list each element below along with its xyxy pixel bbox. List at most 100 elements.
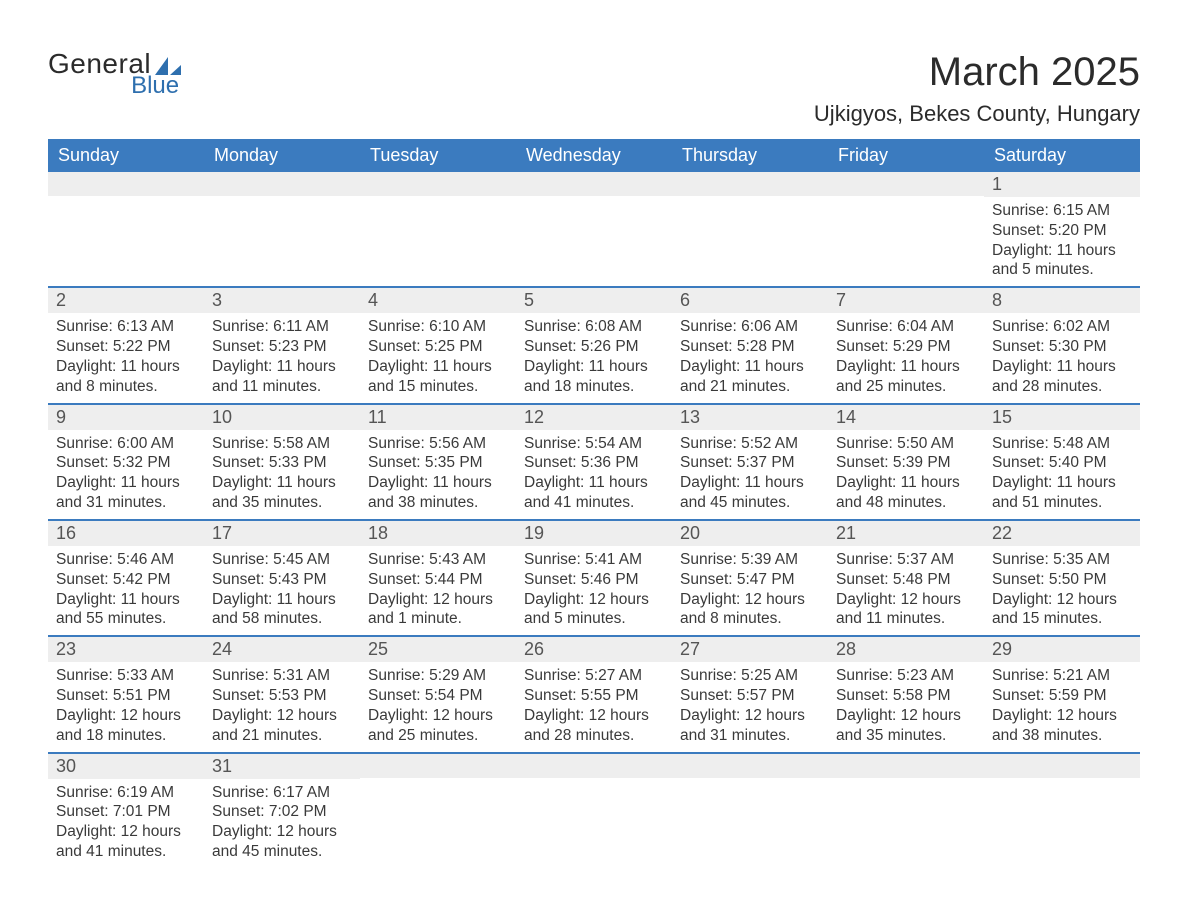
calendar-day-empty (48, 172, 204, 287)
daylight-line: Daylight: 12 hours and 11 minutes. (836, 590, 976, 630)
day-body: Sunrise: 5:23 AMSunset: 5:58 PMDaylight:… (828, 662, 984, 751)
day-number: 3 (204, 288, 360, 313)
daylight-line: Daylight: 12 hours and 31 minutes. (680, 706, 820, 746)
calendar-body: 1Sunrise: 6:15 AMSunset: 5:20 PMDaylight… (48, 172, 1140, 868)
day-number: 11 (360, 405, 516, 430)
daylight-line: Daylight: 11 hours and 55 minutes. (56, 590, 196, 630)
calendar-day-21: 21Sunrise: 5:37 AMSunset: 5:48 PMDayligh… (828, 520, 984, 636)
calendar-day-24: 24Sunrise: 5:31 AMSunset: 5:53 PMDayligh… (204, 636, 360, 752)
sunrise-line: Sunrise: 6:11 AM (212, 317, 352, 337)
day-body: Sunrise: 5:46 AMSunset: 5:42 PMDaylight:… (48, 546, 204, 635)
day-number: 17 (204, 521, 360, 546)
day-number: 24 (204, 637, 360, 662)
calendar-day-27: 27Sunrise: 5:25 AMSunset: 5:57 PMDayligh… (672, 636, 828, 752)
daylight-line: Daylight: 12 hours and 41 minutes. (56, 822, 196, 862)
day-body (828, 196, 984, 266)
daylight-line: Daylight: 11 hours and 15 minutes. (368, 357, 508, 397)
sunrise-line: Sunrise: 6:19 AM (56, 783, 196, 803)
sunrise-line: Sunrise: 5:48 AM (992, 434, 1132, 454)
sunset-line: Sunset: 5:46 PM (524, 570, 664, 590)
day-number: 30 (48, 754, 204, 779)
day-body: Sunrise: 5:25 AMSunset: 5:57 PMDaylight:… (672, 662, 828, 751)
calendar-week: 9Sunrise: 6:00 AMSunset: 5:32 PMDaylight… (48, 404, 1140, 520)
calendar-week: 23Sunrise: 5:33 AMSunset: 5:51 PMDayligh… (48, 636, 1140, 752)
day-body (360, 196, 516, 266)
day-body: Sunrise: 6:10 AMSunset: 5:25 PMDaylight:… (360, 313, 516, 402)
weekday-header: Thursday (672, 139, 828, 172)
day-number (672, 754, 828, 778)
day-body: Sunrise: 5:52 AMSunset: 5:37 PMDaylight:… (672, 430, 828, 519)
calendar-day-19: 19Sunrise: 5:41 AMSunset: 5:46 PMDayligh… (516, 520, 672, 636)
calendar-week: 16Sunrise: 5:46 AMSunset: 5:42 PMDayligh… (48, 520, 1140, 636)
logo: General Blue (48, 50, 181, 98)
day-body: Sunrise: 5:41 AMSunset: 5:46 PMDaylight:… (516, 546, 672, 635)
day-number: 14 (828, 405, 984, 430)
daylight-line: Daylight: 11 hours and 11 minutes. (212, 357, 352, 397)
daylight-line: Daylight: 11 hours and 41 minutes. (524, 473, 664, 513)
day-number: 22 (984, 521, 1140, 546)
daylight-line: Daylight: 12 hours and 35 minutes. (836, 706, 976, 746)
sunrise-line: Sunrise: 6:10 AM (368, 317, 508, 337)
day-body: Sunrise: 5:31 AMSunset: 5:53 PMDaylight:… (204, 662, 360, 751)
sunrise-line: Sunrise: 6:08 AM (524, 317, 664, 337)
calendar-day-18: 18Sunrise: 5:43 AMSunset: 5:44 PMDayligh… (360, 520, 516, 636)
daylight-line: Daylight: 12 hours and 28 minutes. (524, 706, 664, 746)
day-number: 10 (204, 405, 360, 430)
weekday-header: Wednesday (516, 139, 672, 172)
day-number: 13 (672, 405, 828, 430)
sunset-line: Sunset: 5:55 PM (524, 686, 664, 706)
daylight-line: Daylight: 11 hours and 45 minutes. (680, 473, 820, 513)
calendar-day-13: 13Sunrise: 5:52 AMSunset: 5:37 PMDayligh… (672, 404, 828, 520)
day-body: Sunrise: 5:33 AMSunset: 5:51 PMDaylight:… (48, 662, 204, 751)
weekday-header: Tuesday (360, 139, 516, 172)
weekday-header: Sunday (48, 139, 204, 172)
calendar-day-empty (828, 172, 984, 287)
day-number: 16 (48, 521, 204, 546)
day-number: 28 (828, 637, 984, 662)
calendar-day-empty (828, 753, 984, 868)
day-body (204, 196, 360, 266)
daylight-line: Daylight: 11 hours and 48 minutes. (836, 473, 976, 513)
sunset-line: Sunset: 5:42 PM (56, 570, 196, 590)
daylight-line: Daylight: 11 hours and 5 minutes. (992, 241, 1132, 281)
sunrise-line: Sunrise: 5:35 AM (992, 550, 1132, 570)
day-number (984, 754, 1140, 778)
day-number: 25 (360, 637, 516, 662)
day-body: Sunrise: 6:19 AMSunset: 7:01 PMDaylight:… (48, 779, 204, 868)
sunset-line: Sunset: 5:20 PM (992, 221, 1132, 241)
sunrise-line: Sunrise: 5:45 AM (212, 550, 352, 570)
day-body: Sunrise: 6:08 AMSunset: 5:26 PMDaylight:… (516, 313, 672, 402)
day-body: Sunrise: 5:21 AMSunset: 5:59 PMDaylight:… (984, 662, 1140, 751)
calendar-day-2: 2Sunrise: 6:13 AMSunset: 5:22 PMDaylight… (48, 287, 204, 403)
sunset-line: Sunset: 7:01 PM (56, 802, 196, 822)
day-number: 15 (984, 405, 1140, 430)
day-number: 8 (984, 288, 1140, 313)
sunset-line: Sunset: 5:47 PM (680, 570, 820, 590)
weekday-header: Saturday (984, 139, 1140, 172)
header: General Blue March 2025 Ujkigyos, Bekes … (48, 50, 1140, 127)
day-number: 1 (984, 172, 1140, 197)
sunset-line: Sunset: 7:02 PM (212, 802, 352, 822)
calendar-day-empty (516, 172, 672, 287)
sunrise-line: Sunrise: 5:43 AM (368, 550, 508, 570)
daylight-line: Daylight: 12 hours and 15 minutes. (992, 590, 1132, 630)
day-number: 4 (360, 288, 516, 313)
day-number: 7 (828, 288, 984, 313)
day-number (360, 172, 516, 196)
day-body: Sunrise: 6:06 AMSunset: 5:28 PMDaylight:… (672, 313, 828, 402)
day-body: Sunrise: 5:43 AMSunset: 5:44 PMDaylight:… (360, 546, 516, 635)
sunrise-line: Sunrise: 6:04 AM (836, 317, 976, 337)
calendar-day-31: 31Sunrise: 6:17 AMSunset: 7:02 PMDayligh… (204, 753, 360, 868)
day-body: Sunrise: 5:56 AMSunset: 5:35 PMDaylight:… (360, 430, 516, 519)
day-body: Sunrise: 5:37 AMSunset: 5:48 PMDaylight:… (828, 546, 984, 635)
weekday-row: SundayMondayTuesdayWednesdayThursdayFrid… (48, 139, 1140, 172)
day-body: Sunrise: 5:48 AMSunset: 5:40 PMDaylight:… (984, 430, 1140, 519)
day-number: 12 (516, 405, 672, 430)
sunset-line: Sunset: 5:28 PM (680, 337, 820, 357)
day-number: 2 (48, 288, 204, 313)
day-body (984, 778, 1140, 848)
sunrise-line: Sunrise: 5:31 AM (212, 666, 352, 686)
calendar-day-6: 6Sunrise: 6:06 AMSunset: 5:28 PMDaylight… (672, 287, 828, 403)
weekday-header: Monday (204, 139, 360, 172)
day-number: 6 (672, 288, 828, 313)
